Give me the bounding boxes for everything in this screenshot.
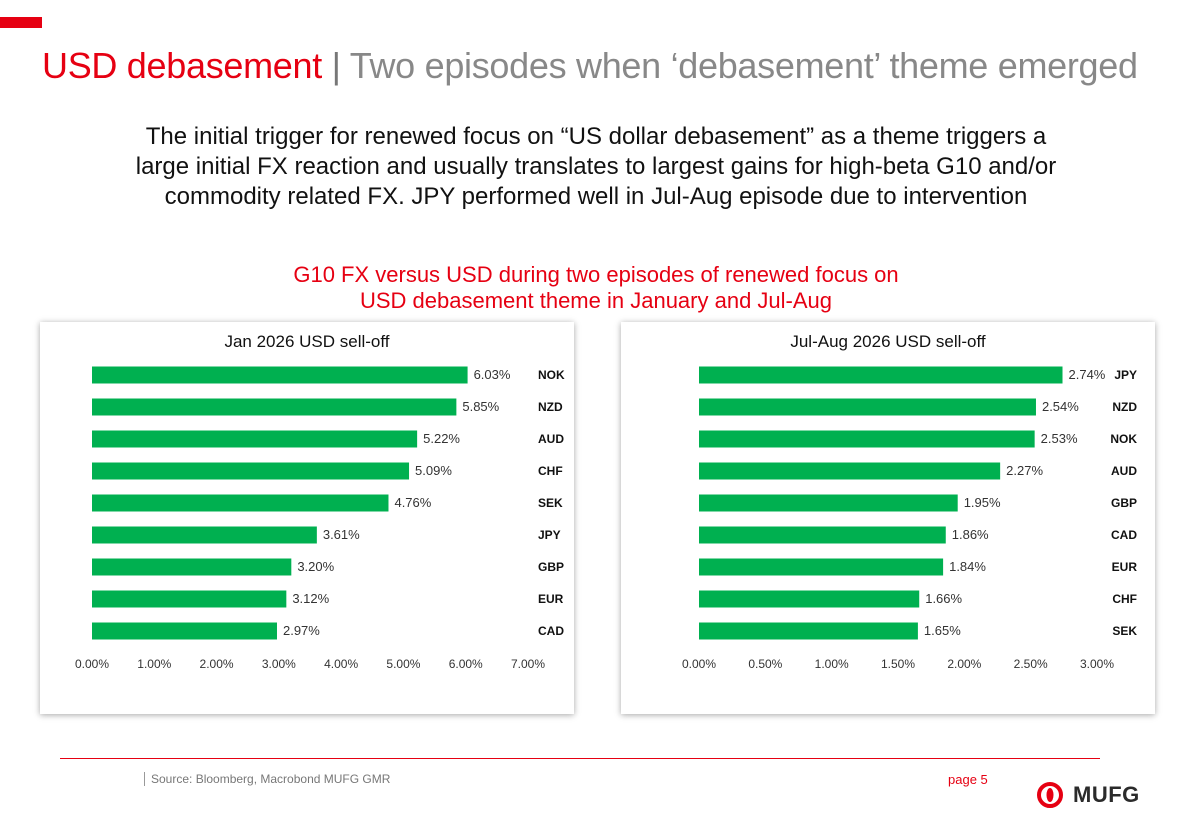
category-label: CAD — [538, 624, 564, 638]
category-label: JPY — [538, 528, 561, 542]
x-tick-label: 2.50% — [1014, 657, 1048, 671]
bar-value-label: 1.65% — [924, 623, 961, 638]
chart-title-julaug: Jul-Aug 2026 USD sell-off — [790, 332, 986, 351]
bar-sek — [699, 622, 918, 640]
category-label: CAD — [1111, 528, 1137, 542]
x-tick-label: 2.00% — [200, 657, 234, 671]
accent-bar — [0, 17, 42, 28]
bar-value-label: 6.03% — [474, 367, 511, 382]
category-label: GBP — [1111, 496, 1137, 510]
page-title: USD debasement | Two episodes when ‘deba… — [42, 40, 1138, 92]
bar-chart-jan: 6.03% NOK 5.85% NZD 5.22% AUD 5.09% CHF 4.76% SEK… — [75, 366, 565, 671]
category-label: SEK — [1112, 624, 1137, 638]
chart-panel-julaug: Jul-Aug 2026 USD sell-off 2.74% JPY 2.54% N… — [621, 322, 1155, 714]
title-subtitle: Two episodes when ‘debasement’ theme eme… — [349, 45, 1138, 86]
bar-eur — [92, 590, 287, 608]
x-tick-label: 3.00% — [262, 657, 296, 671]
intro-text: The initial trigger for renewed focus on… — [135, 123, 1057, 210]
bar-chart-julaug: 2.74% JPY 2.54% NZD 2.53% NOK 2.27% AUD 1.95% GBP… — [682, 366, 1138, 671]
mufg-logo-text: MUFG — [1073, 782, 1140, 807]
x-tick-label: 7.00% — [511, 657, 545, 671]
bar-cad — [92, 622, 277, 640]
charts-subtitle: G10 FX versus USD during two episodes of… — [200, 262, 992, 314]
bar-cad — [699, 526, 946, 544]
chart-panel-jan: Jan 2026 USD sell-off 6.03% NOK 5.85% NZD 5.… — [40, 322, 574, 714]
bar-aud — [699, 462, 1001, 480]
mufg-logo-icon — [1037, 782, 1063, 808]
subtitle-line-2: USD debasement theme in January and Jul-… — [359, 288, 833, 313]
bar-chf — [92, 462, 410, 480]
page-number: page 5 — [948, 772, 988, 787]
footer-rule — [60, 758, 1100, 759]
bar-nzd — [92, 398, 457, 416]
x-tick-label: 3.00% — [1080, 657, 1114, 671]
x-tick-label: 6.00% — [449, 657, 483, 671]
bar-chf — [699, 590, 920, 608]
category-label: NZD — [1112, 400, 1137, 414]
category-label: NZD — [538, 400, 563, 414]
mufg-logo: MUFG — [1032, 782, 1140, 808]
category-label: EUR — [1112, 560, 1138, 574]
bar-value-label: 3.61% — [323, 527, 360, 542]
bar-value-label: 1.66% — [925, 591, 962, 606]
bar-value-label: 5.22% — [423, 431, 460, 446]
title-separator: | — [321, 45, 350, 86]
bar-jpy — [699, 366, 1063, 384]
bar-value-label: 4.76% — [394, 495, 431, 510]
x-tick-label: 1.00% — [137, 657, 171, 671]
bar-value-label: 2.54% — [1042, 399, 1079, 414]
x-tick-label: 2.00% — [947, 657, 981, 671]
category-label: SEK — [538, 496, 563, 510]
bar-aud — [92, 430, 418, 448]
x-tick-label: 4.00% — [324, 657, 358, 671]
bar-gbp — [699, 494, 958, 512]
bar-jpy — [92, 526, 317, 544]
bar-nok — [92, 366, 468, 384]
bar-value-label: 2.74% — [1069, 367, 1106, 382]
x-tick-label: 0.00% — [75, 657, 109, 671]
bar-nzd — [699, 398, 1036, 416]
bar-value-label: 5.09% — [415, 463, 452, 478]
category-label: EUR — [538, 592, 564, 606]
category-label: AUD — [1111, 464, 1137, 478]
bar-gbp — [92, 558, 292, 576]
category-label: JPY — [1114, 368, 1137, 382]
bar-value-label: 2.53% — [1041, 431, 1078, 446]
x-tick-label: 1.00% — [815, 657, 849, 671]
bar-value-label: 5.85% — [462, 399, 499, 414]
bar-value-label: 1.86% — [952, 527, 989, 542]
bar-value-label: 3.12% — [292, 591, 329, 606]
category-label: CHF — [538, 464, 563, 478]
category-label: AUD — [538, 432, 564, 446]
chart-title-jan: Jan 2026 USD sell-off — [224, 332, 390, 351]
subtitle-line-1: G10 FX versus USD during two episodes of… — [293, 262, 899, 287]
x-tick-label: 0.00% — [682, 657, 716, 671]
x-tick-label: 0.50% — [748, 657, 782, 671]
bar-value-label: 1.84% — [949, 559, 986, 574]
bar-value-label: 2.27% — [1006, 463, 1043, 478]
x-tick-label: 1.50% — [881, 657, 915, 671]
source-note: Source: Bloomberg, Macrobond MUFG GMR — [144, 772, 390, 786]
bar-value-label: 1.95% — [964, 495, 1001, 510]
category-label: CHF — [1112, 592, 1137, 606]
bar-value-label: 2.97% — [283, 623, 320, 638]
bar-nok — [699, 430, 1035, 448]
bar-eur — [699, 558, 944, 576]
bar-sek — [92, 494, 389, 512]
title-main: USD debasement — [42, 45, 322, 86]
x-tick-label: 5.00% — [386, 657, 420, 671]
bar-value-label: 3.20% — [297, 559, 334, 574]
category-label: NOK — [1110, 432, 1137, 446]
category-label: NOK — [538, 368, 565, 382]
category-label: GBP — [538, 560, 564, 574]
